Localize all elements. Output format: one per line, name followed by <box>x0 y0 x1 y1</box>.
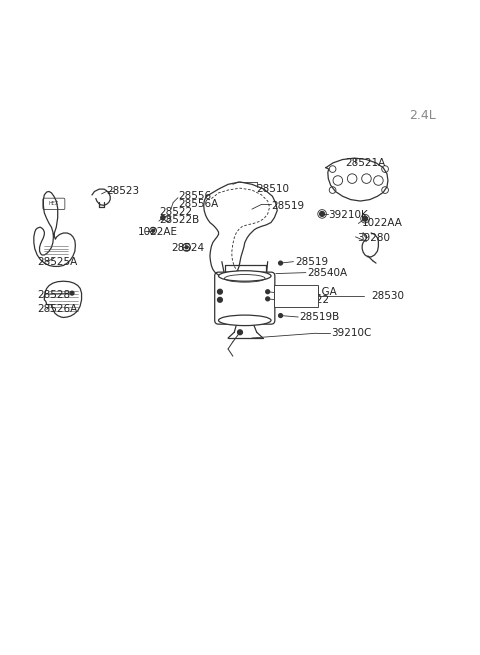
Text: 28521A: 28521A <box>345 158 385 168</box>
Circle shape <box>161 216 165 219</box>
Circle shape <box>363 216 367 221</box>
Ellipse shape <box>218 315 271 326</box>
Text: 39210K: 39210K <box>328 210 368 220</box>
FancyBboxPatch shape <box>274 284 318 307</box>
Text: 28556: 28556 <box>178 191 211 201</box>
Circle shape <box>70 291 74 295</box>
Ellipse shape <box>218 271 271 281</box>
Text: 28540A: 28540A <box>307 268 347 278</box>
Circle shape <box>266 297 270 301</box>
Text: HEX: HEX <box>49 201 59 206</box>
Text: 1022AE: 1022AE <box>137 227 178 237</box>
Text: 28525A: 28525A <box>37 257 77 267</box>
Text: 28522: 28522 <box>296 295 329 305</box>
Circle shape <box>320 212 324 216</box>
Text: 28530: 28530 <box>371 291 404 301</box>
Circle shape <box>279 314 282 318</box>
Circle shape <box>266 290 270 293</box>
Text: 2.4L: 2.4L <box>409 109 436 122</box>
Circle shape <box>279 261 282 265</box>
Text: 28524: 28524 <box>171 243 204 253</box>
Text: 28522: 28522 <box>159 207 192 217</box>
Text: 39210C: 39210C <box>331 328 371 338</box>
Text: 1351GA: 1351GA <box>296 287 338 297</box>
Text: 28523: 28523 <box>107 187 140 196</box>
Text: 28519B: 28519B <box>300 312 340 322</box>
Circle shape <box>185 246 188 249</box>
Text: 1022AA: 1022AA <box>362 219 403 229</box>
Circle shape <box>217 290 222 294</box>
Text: 28519: 28519 <box>271 201 304 211</box>
Text: 28528: 28528 <box>37 290 70 300</box>
Text: 28556A: 28556A <box>178 199 218 210</box>
Text: 28526A: 28526A <box>37 305 77 314</box>
Circle shape <box>217 297 222 302</box>
Circle shape <box>152 229 155 232</box>
Circle shape <box>238 330 242 335</box>
Text: 39280: 39280 <box>357 233 390 243</box>
Text: 28519: 28519 <box>295 257 328 267</box>
Text: 28510: 28510 <box>257 184 290 194</box>
Text: 28522B: 28522B <box>159 215 199 225</box>
